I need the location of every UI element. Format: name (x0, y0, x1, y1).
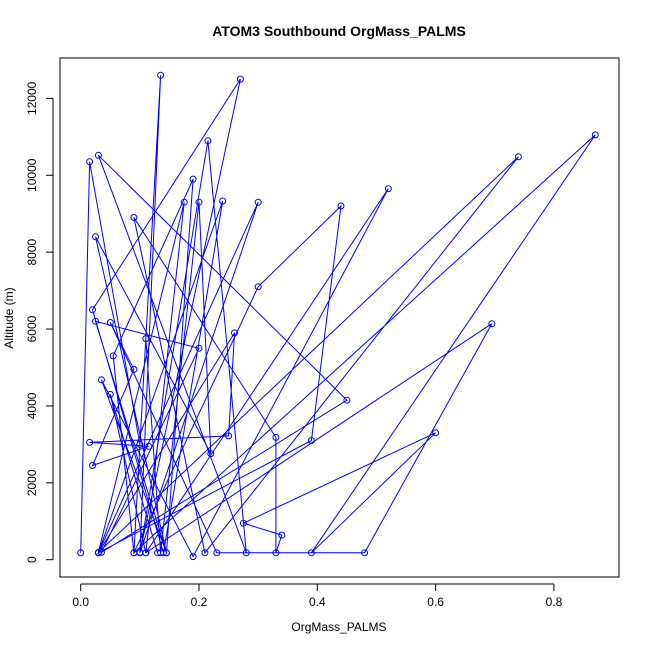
data-point (278, 531, 286, 539)
data-point (384, 185, 392, 193)
data-point (106, 319, 114, 326)
x-tick-label: 0.6 (427, 595, 444, 609)
data-point (361, 549, 369, 557)
data-point (92, 317, 99, 325)
data-point (514, 153, 522, 161)
data-point (219, 197, 227, 205)
data-point (272, 549, 280, 557)
series-line (80, 75, 596, 558)
points-layer (77, 71, 599, 561)
data-point (254, 283, 262, 291)
data-point (142, 335, 150, 343)
x-tick-label: 0.8 (546, 595, 563, 609)
data-point (77, 549, 85, 557)
data-point (204, 137, 212, 145)
data-point (225, 432, 233, 440)
chart-title: ATOM3 Southbound OrgMass_PALMS (212, 23, 466, 39)
data-point (163, 549, 170, 557)
y-tick-label: 0 (25, 556, 39, 563)
y-tick-label: 8000 (25, 238, 39, 265)
plot-area (59, 57, 620, 578)
data-point (254, 198, 262, 206)
data-point (242, 549, 250, 557)
x-axis: 0.0 0.2 0.4 0.6 0.8 (72, 583, 563, 609)
data-point (130, 549, 138, 557)
y-tick-label: 2000 (25, 469, 39, 496)
data-point (213, 549, 221, 557)
x-tick-label: 0.4 (309, 595, 326, 609)
data-point (86, 158, 94, 166)
y-axis: 0 2000 4000 6000 8000 10000 12000 (25, 81, 54, 563)
data-point (307, 549, 315, 557)
data-point (272, 433, 280, 441)
data-point (136, 440, 144, 448)
data-point (432, 429, 440, 437)
x-tick-label: 0.2 (191, 595, 208, 609)
y-axis-label: Altitude (m) (2, 287, 16, 348)
y-tick-label: 6000 (25, 315, 39, 342)
data-point (207, 450, 215, 458)
data-point (89, 306, 96, 314)
data-point (86, 438, 94, 446)
data-point (189, 175, 197, 183)
data-point (201, 549, 209, 557)
data-point (189, 553, 197, 561)
data-point (337, 202, 345, 210)
data-point (195, 344, 203, 352)
data-point (236, 75, 244, 83)
data-point (109, 352, 117, 360)
data-point (488, 320, 496, 328)
series-layer (80, 75, 596, 558)
y-tick-label: 10000 (25, 158, 39, 192)
data-point (180, 198, 188, 206)
y-tick-label: 12000 (25, 81, 39, 115)
data-point (142, 549, 150, 557)
data-point (130, 365, 138, 373)
data-point (154, 549, 162, 557)
data-point (97, 548, 105, 556)
data-point (92, 233, 99, 241)
data-point (106, 390, 114, 398)
data-point (195, 198, 203, 206)
data-point (97, 376, 105, 384)
data-point (145, 442, 153, 450)
data-point (94, 151, 102, 159)
data-point (89, 462, 96, 469)
data-point (231, 329, 238, 337)
data-point (130, 214, 138, 221)
data-point (343, 396, 351, 404)
data-point (591, 131, 599, 139)
data-point (307, 437, 315, 444)
data-point (157, 71, 165, 79)
x-axis-label: OrgMass_PALMS (291, 620, 386, 634)
data-point (94, 549, 102, 557)
data-point (239, 519, 247, 527)
y-tick-label: 4000 (25, 392, 39, 419)
x-tick-label: 0.0 (72, 595, 89, 609)
